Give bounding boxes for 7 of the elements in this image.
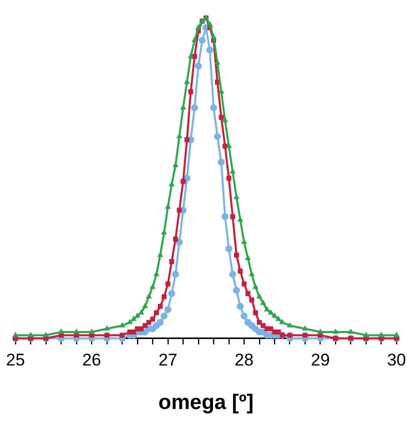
x-tick-label: 28 xyxy=(234,350,254,370)
x-tick-label: 29 xyxy=(310,350,330,370)
x-tick-label: 26 xyxy=(82,350,102,370)
x-tick-label: 27 xyxy=(158,350,178,370)
x-axis-title: omega [º] xyxy=(158,391,254,414)
x-tick-label: 30 xyxy=(387,350,406,370)
x-tick-label: 25 xyxy=(6,350,25,370)
